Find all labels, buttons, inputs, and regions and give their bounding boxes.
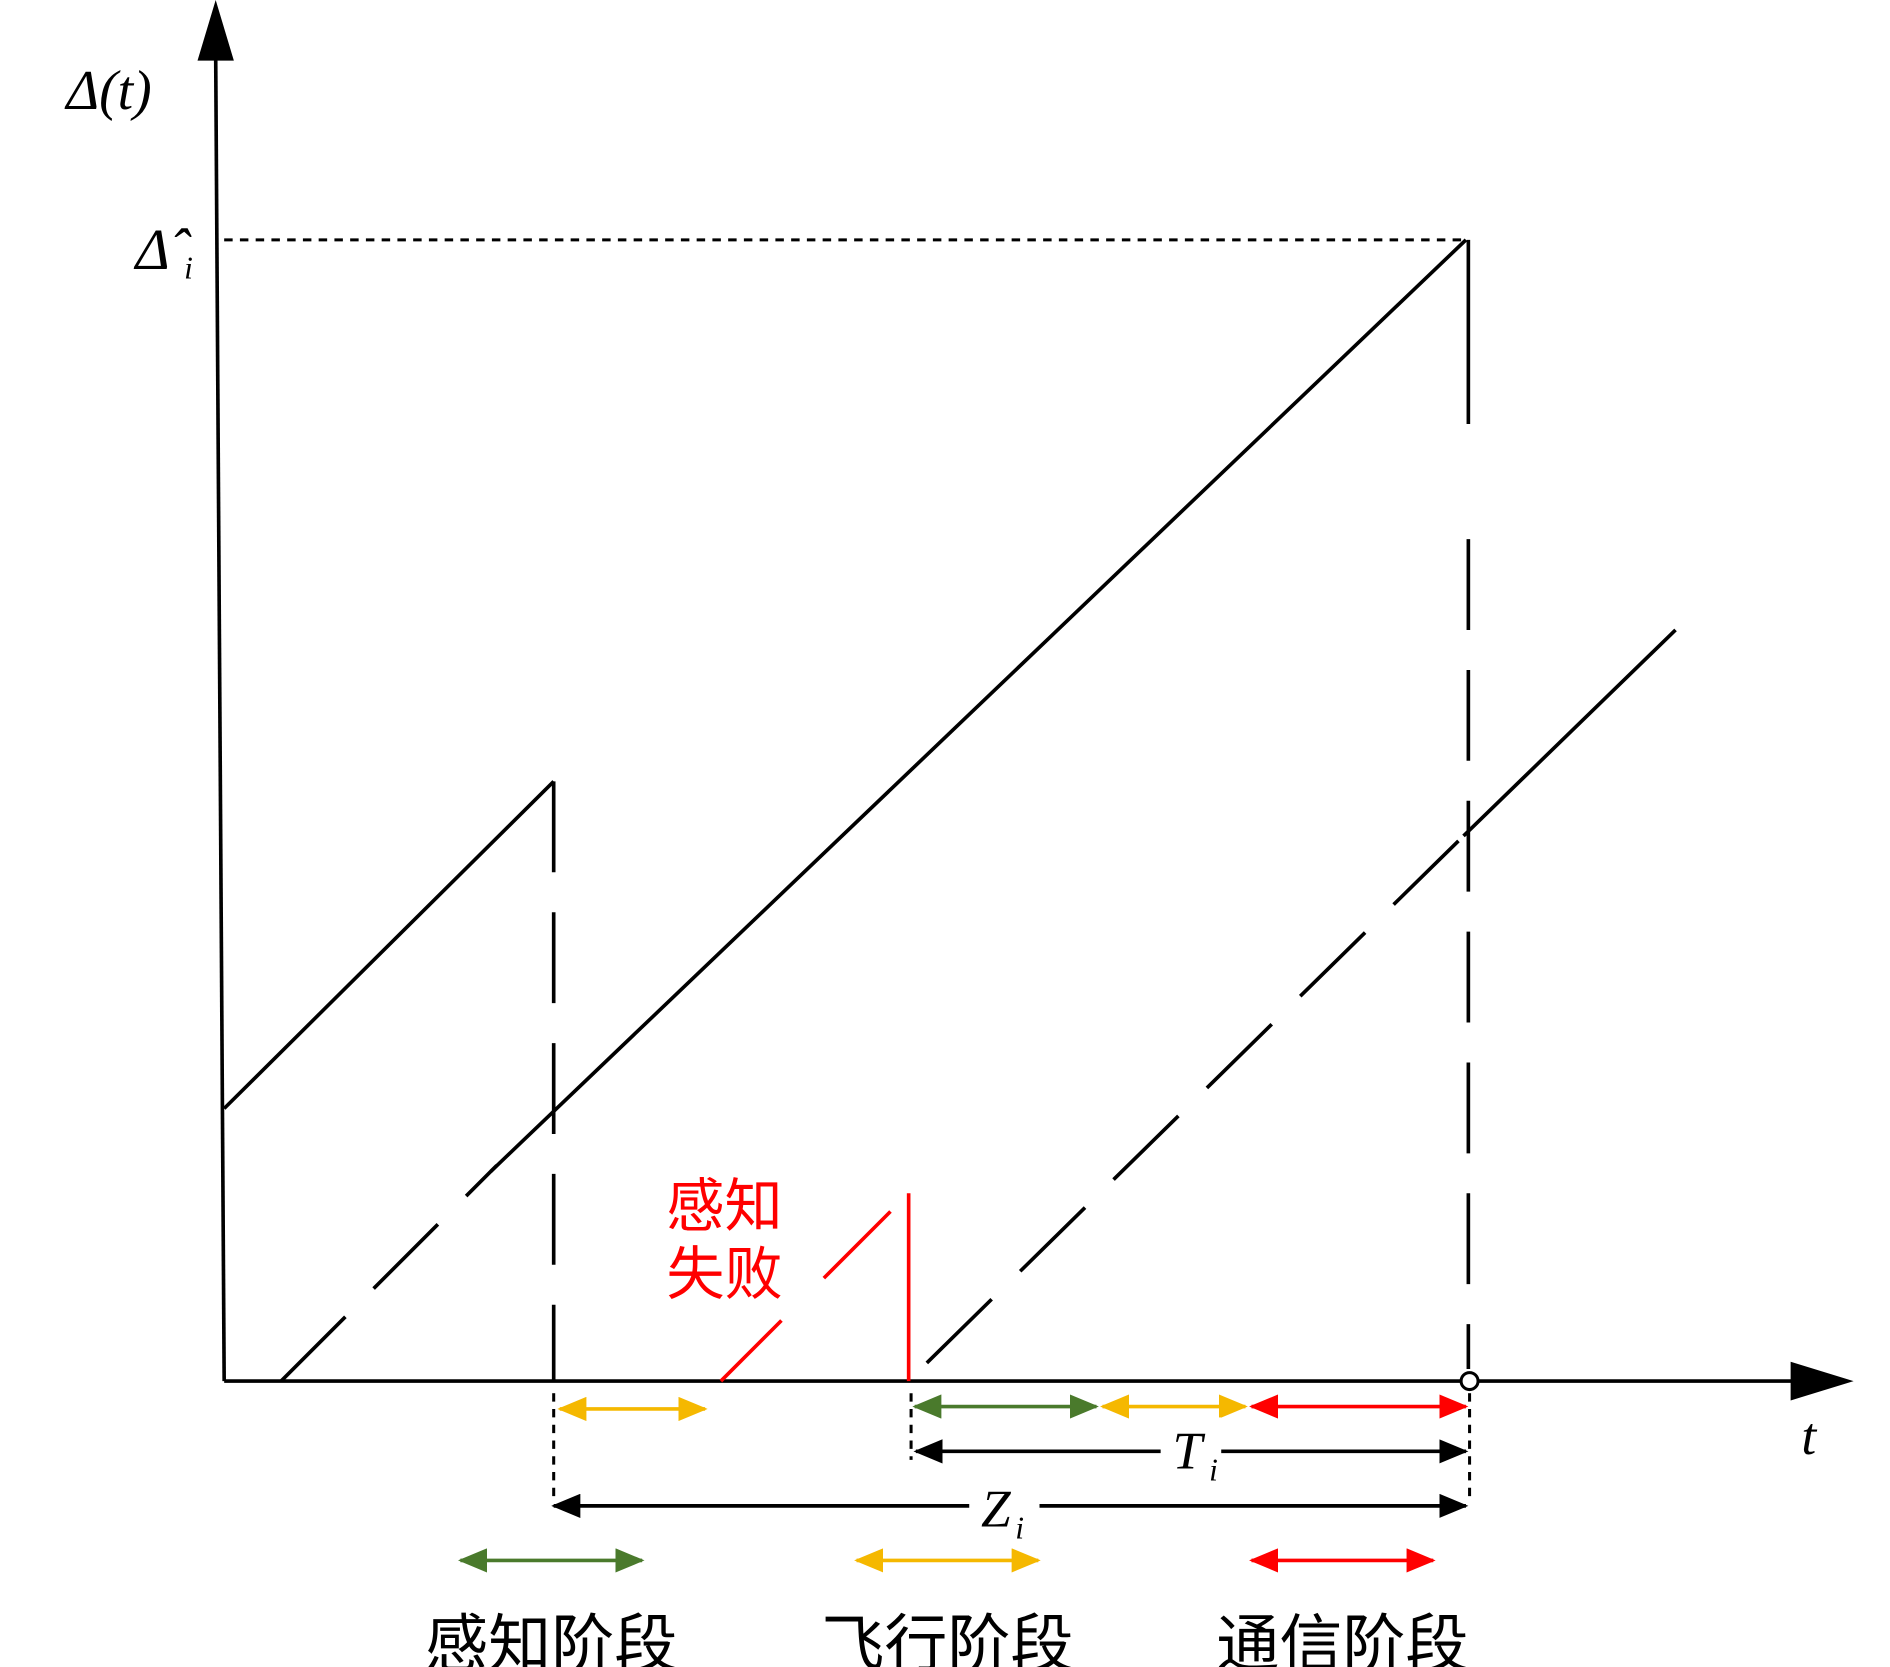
legend-label: 感知阶段 bbox=[425, 1608, 677, 1667]
failure-label: 感知 bbox=[666, 1172, 782, 1240]
interval-t-subscript: i bbox=[1209, 1452, 1218, 1487]
interval-z-label: Z bbox=[981, 1479, 1012, 1538]
axes bbox=[197, 0, 1854, 1401]
age-curves bbox=[222, 238, 1677, 1383]
threshold-label: Δ̂ bbox=[134, 217, 192, 282]
y-axis-label: Δ(t) bbox=[64, 60, 151, 122]
guides bbox=[552, 1393, 1472, 1503]
legend-label: 通信阶段 bbox=[1216, 1608, 1468, 1667]
interval-z-subscript: i bbox=[1015, 1511, 1024, 1546]
x-axis-label: t bbox=[1801, 1407, 1817, 1466]
phase-arrows bbox=[457, 1394, 1469, 1573]
threshold-subscript: i bbox=[184, 251, 193, 286]
interval-t-label: T bbox=[1172, 1421, 1205, 1480]
failure-label: 失败 bbox=[666, 1240, 782, 1308]
legend-label: 飞行阶段 bbox=[821, 1608, 1073, 1667]
